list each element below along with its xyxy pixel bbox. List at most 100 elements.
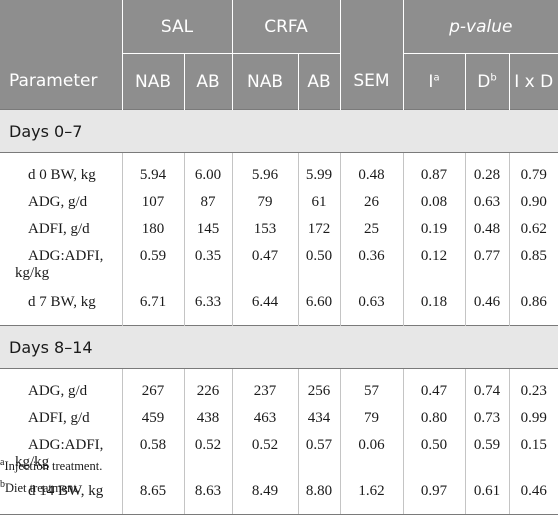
spacer-cell: [232, 368, 299, 378]
spacer-cell: [0, 368, 123, 378]
table-body: Days 0–7 d 0 BW, kg 5.94 6.00 5.96 5.99 0.48 0.…: [0, 109, 558, 515]
spacer-cell: [340, 368, 404, 378]
table-cell: 0.63: [340, 289, 404, 316]
parameter-line: ADG:ADFI,: [28, 248, 104, 264]
spacer-cell: [298, 152, 341, 162]
table-row: ADFI, g/d 180 145 153 172 25 0.19 0.48 0.62: [0, 216, 558, 243]
spacer-cell: [232, 316, 299, 326]
table-cell: 0.08: [403, 189, 466, 216]
parameter-line: kg/kg: [15, 265, 50, 281]
table-cell: 0.97: [403, 478, 466, 505]
spacer-cell: [340, 505, 404, 515]
table-row: ADG, g/d 107 87 79 61 26 0.08 0.63 0.90: [0, 189, 558, 216]
footnote-b-text: Diet treatment.: [5, 481, 80, 495]
table-cell: 0.62: [520, 221, 547, 237]
row-spacer: [0, 505, 558, 515]
col-ixd: I x D: [509, 53, 558, 110]
table-cell: 6.44: [232, 289, 299, 316]
table-cell: 0.90: [520, 194, 547, 210]
table-cell: 107: [122, 189, 185, 216]
footnote-a: aInjection treatment.: [0, 455, 558, 477]
spacer-cell: [509, 505, 558, 515]
table-cell: 0.59: [122, 243, 185, 289]
table-row: d 7 BW, kg 6.71 6.33 6.44 6.60 0.63 0.18 0.46 0.…: [0, 289, 558, 316]
table-cell: 0.23: [520, 383, 547, 399]
spacer-cell: [184, 505, 233, 515]
spacer-cell: [403, 316, 466, 326]
table-cell: 0.35: [184, 243, 233, 289]
col-parameter: Parameter: [0, 53, 123, 110]
table-cell: 5.94: [122, 162, 185, 189]
table-cell: 0.99: [520, 410, 547, 426]
parameter-line: ADG, g/d: [28, 383, 88, 399]
table-cell: 0.59: [465, 432, 510, 478]
spacer-cell: [298, 505, 341, 515]
table-cell: 0.36: [340, 243, 404, 289]
footnote-a-text: Injection treatment.: [4, 459, 103, 473]
spacer-cell: [232, 505, 299, 515]
table-cell: 8.49: [232, 478, 299, 505]
row-parameter: ADG, g/d: [0, 378, 123, 405]
table-cell: 0.86: [520, 294, 547, 310]
parameter-line: d 14 BW, kg: [28, 483, 104, 499]
table-cell: 87: [184, 189, 233, 216]
table-cell: 57: [340, 378, 404, 405]
header-group-row: SAL CRFA p-value: [0, 0, 558, 54]
table-row: d 0 BW, kg 5.94 6.00 5.96 5.99 0.48 0.87 0.28 0.…: [0, 162, 558, 189]
table-cell: 0.52: [232, 432, 299, 478]
table-cell: 0.74: [465, 378, 510, 405]
table-cell: 0.12: [403, 243, 466, 289]
table-row: ADFI, g/d 459 438 463 434 79 0.80 0.73 0.99: [0, 405, 558, 432]
spacer-cell: [122, 505, 185, 515]
spacer-cell: [0, 505, 123, 515]
table-cell: 0.48: [340, 162, 404, 189]
spacer-cell: [509, 153, 558, 163]
table-cell: 0.19: [403, 216, 466, 243]
spacer-cell: [403, 505, 466, 515]
row-parameter: d 7 BW, kg: [0, 289, 123, 316]
table-cell: 0.48: [465, 216, 510, 243]
col-crfa-ab: AB: [298, 53, 341, 110]
table-cell: 79: [340, 405, 404, 432]
row-parameter: ADFI, g/d: [0, 405, 123, 432]
table-cell: 0.28: [465, 162, 510, 189]
table-row: ADG, g/d 267 226 237 256 57 0.47 0.74 0.23: [0, 378, 558, 405]
table-cell: 8.63: [184, 478, 233, 505]
spacer-cell: [184, 368, 233, 378]
parameter-line: d 0 BW, kg: [28, 167, 96, 183]
table-cell: 8.65: [122, 478, 185, 505]
table-cell: 0.61: [465, 478, 510, 505]
group-sal: SAL: [122, 0, 233, 54]
table-cell: 145: [184, 216, 233, 243]
table-cell: 0.79: [520, 167, 547, 183]
row-spacer: [0, 368, 558, 378]
footnotes: aInjection treatment. bDiet treatment.: [0, 455, 558, 499]
table-cell: 153: [232, 216, 299, 243]
table-cell: 0.52: [184, 432, 233, 478]
table-cell: 6.60: [298, 289, 341, 316]
table-cell: 434: [298, 405, 341, 432]
table-cell: 0.58: [122, 432, 185, 478]
table-cell: 0.06: [340, 432, 404, 478]
table-cell: 0.47: [232, 243, 299, 289]
spacer-cell: [298, 368, 341, 378]
col-i: Ia: [403, 53, 466, 110]
footnote-b-marker: b: [0, 478, 5, 490]
footnote-b: bDiet treatment.: [0, 477, 558, 499]
spacer-cell: [184, 152, 233, 162]
spacer-cell: [232, 152, 299, 162]
table-cell: 0.46: [465, 289, 510, 316]
table-row: ADG:ADFI, kg/kg 0.59 0.35 0.47 0.50 0.36 0.12 0.…: [0, 243, 558, 289]
table-cell: 0.77: [465, 243, 510, 289]
parameter-line: ADG:ADFI,: [28, 437, 104, 453]
col-d-label: D: [477, 71, 491, 92]
spacer-cell: [122, 152, 185, 162]
table-cell: 226: [184, 378, 233, 405]
table-cell: 0.87: [403, 162, 466, 189]
row-parameter: ADG:ADFI, kg/kg: [0, 243, 123, 289]
table-cell: 237: [232, 378, 299, 405]
spacer-cell: [403, 152, 466, 162]
table-cell: 180: [122, 216, 185, 243]
table-cell: 8.80: [298, 478, 341, 505]
section-title: Days 0–7: [0, 109, 558, 153]
